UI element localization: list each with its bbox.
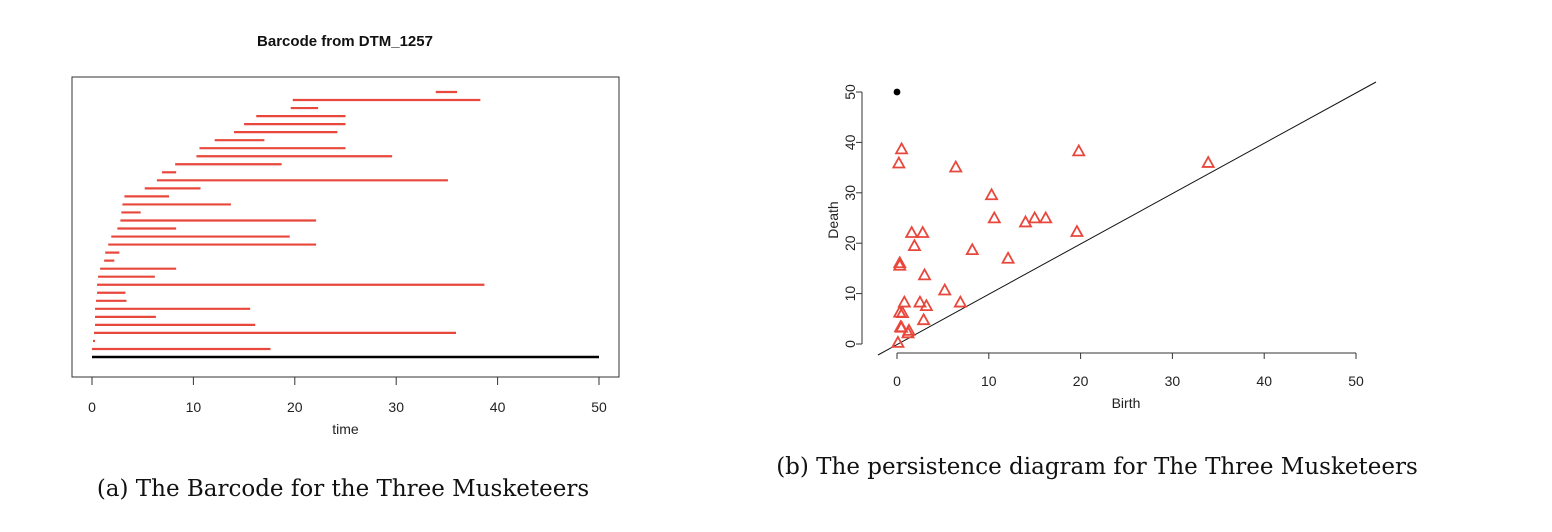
persistence-point-dim1 <box>915 225 930 238</box>
persistence-points <box>890 88 1216 348</box>
persistence-point-dim1 <box>1069 224 1084 237</box>
barcode-x-tick-label: 0 <box>88 399 96 415</box>
pd-caption: (b) The persistence diagram for The Thre… <box>776 454 1418 480</box>
barcode-x-axis-title: time <box>332 421 359 437</box>
persistence-point-dim1 <box>919 298 934 311</box>
persistence-point-dim1 <box>987 210 1002 224</box>
barcode-x-tick-label: 30 <box>388 399 404 415</box>
pd-x-tick-label: 20 <box>1073 373 1089 389</box>
persistence-point-dim1 <box>897 294 912 308</box>
persistence-point-dim1 <box>894 141 909 155</box>
pd-y-axis-title: Death <box>825 201 841 238</box>
pd-y-tick-label: 0 <box>842 340 858 348</box>
pd-y-tick-label: 20 <box>842 235 858 251</box>
persistence-point-dim1 <box>901 323 916 336</box>
persistence-point-dim1 <box>907 238 922 252</box>
pd-x-axis: 0 10 20 30 40 50 <box>893 352 1364 389</box>
persistence-point-dim1 <box>1001 250 1016 264</box>
persistence-point-dim1 <box>948 159 963 173</box>
pd-x-tick-label: 0 <box>893 373 901 389</box>
persistence-point-dim1 <box>890 335 905 348</box>
pd-x-tick-label: 30 <box>1165 373 1181 389</box>
barcode-bars <box>92 90 599 359</box>
persistence-point-dim1 <box>984 187 999 201</box>
pd-y-tick-label: 10 <box>842 286 858 302</box>
barcode-x-tick-label: 40 <box>490 399 506 415</box>
barcode-caption: (a) The Barcode for the Three Musketeers <box>97 476 589 502</box>
barcode-x-tick-label: 20 <box>287 399 303 415</box>
pd-y-tick-label: 40 <box>842 134 858 150</box>
persistence-point-dim1 <box>965 242 980 256</box>
pd-y-tick-label: 50 <box>842 84 858 100</box>
persistence-point-dim1 <box>937 282 952 296</box>
persistence-point-dim1 <box>917 267 932 281</box>
persistence-point-dim1 <box>891 155 906 169</box>
barcode-x-tick-label: 10 <box>186 399 202 415</box>
persistence-point-dim1 <box>892 258 907 271</box>
persistence-point-dim1 <box>904 225 919 238</box>
persistence-point-dim1 <box>894 320 909 333</box>
persistence-point-dim1 <box>953 294 968 308</box>
barcode-panel: Barcode from DTM_1257 0 10 20 30 40 50 time (… <box>71 33 620 502</box>
persistence-point-dim1 <box>895 305 910 319</box>
pd-y-axis: 0 10 20 30 40 50 <box>842 84 863 348</box>
persistence-point-dim1 <box>892 255 907 269</box>
barcode-x-tick-label: 50 <box>591 399 607 415</box>
persistence-point-dim1 <box>1027 210 1042 224</box>
persistence-point-dim1 <box>1201 155 1216 168</box>
pd-x-axis-title: Birth <box>1112 395 1141 411</box>
diagonal-line <box>877 81 1377 356</box>
barcode-title: Barcode from DTM_1257 <box>257 33 433 50</box>
persistence-point-dim0 <box>893 88 901 96</box>
pd-y-tick-label: 30 <box>842 185 858 201</box>
pd-x-tick-label: 40 <box>1256 373 1272 389</box>
persistence-point-dim1 <box>916 312 931 326</box>
pd-x-tick-label: 10 <box>981 373 997 389</box>
persistence-point-dim1 <box>1071 143 1086 157</box>
persistence-diagram-panel: 0 10 20 30 40 50 0 10 20 30 40 50 Birth Death (b) … <box>776 81 1418 480</box>
pd-x-tick-label: 50 <box>1348 373 1364 389</box>
persistence-point-dim1 <box>1038 210 1053 224</box>
barcode-x-axis: 0 10 20 30 40 50 <box>88 376 607 415</box>
persistence-point-dim1 <box>1018 214 1033 228</box>
persistence-point-dim1 <box>912 294 927 308</box>
